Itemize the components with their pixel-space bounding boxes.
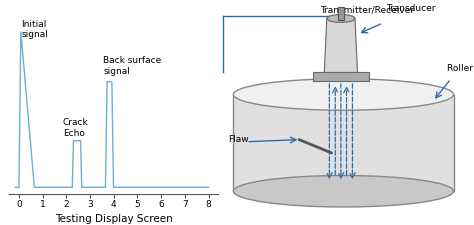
Bar <box>338 7 344 20</box>
Text: Roller Shaft: Roller Shaft <box>447 64 474 73</box>
Text: Flaw: Flaw <box>228 135 249 144</box>
Bar <box>313 72 369 81</box>
X-axis label: Testing Display Screen: Testing Display Screen <box>55 214 173 224</box>
Polygon shape <box>324 18 357 72</box>
Bar <box>233 94 454 191</box>
Text: Crack
Echo: Crack Echo <box>63 118 89 138</box>
Text: Transmitter/Receiver: Transmitter/Receiver <box>320 6 415 15</box>
Text: Initial
signal: Initial signal <box>21 20 48 39</box>
Ellipse shape <box>233 79 454 110</box>
Ellipse shape <box>327 15 355 22</box>
Text: Back surface
signal: Back surface signal <box>103 56 161 76</box>
Ellipse shape <box>233 176 454 207</box>
Text: Ultrasonic
Transducer: Ultrasonic Transducer <box>386 0 435 13</box>
